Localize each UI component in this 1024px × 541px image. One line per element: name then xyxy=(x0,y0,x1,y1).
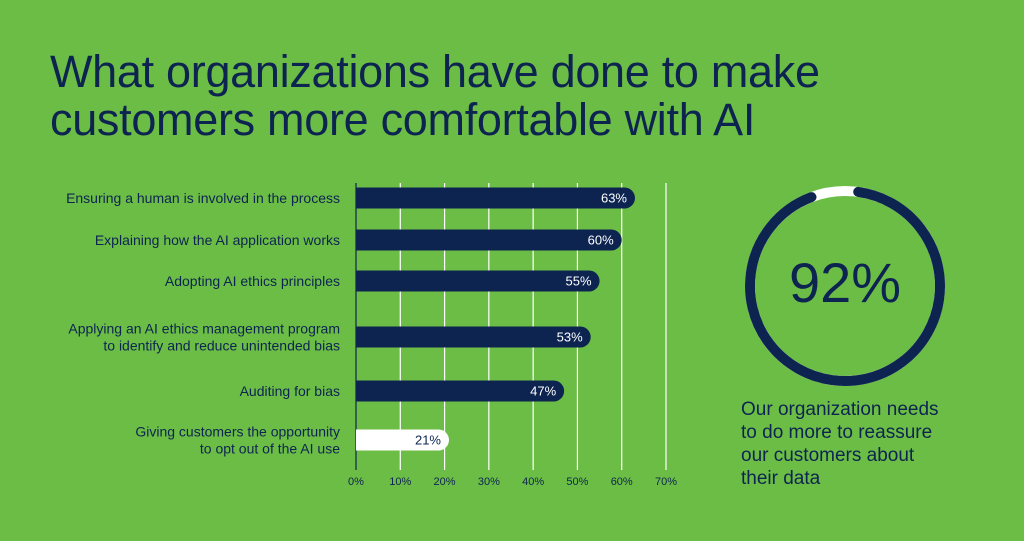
title-line-1: What organizations have done to make xyxy=(50,46,820,97)
bar-chart: 63% 60% 55% 53% 47% 21% Ensuring a human is i… xyxy=(66,183,677,488)
x-tick-label: 70% xyxy=(655,476,677,488)
x-tick-label: 40% xyxy=(522,476,544,488)
stat-caption: Our organization needs to do more to rea… xyxy=(741,398,1001,490)
donut-gauge xyxy=(745,186,945,386)
x-tick-label: 60% xyxy=(611,476,633,488)
stat-caption-line: our customers about xyxy=(741,445,915,466)
bar-value-label: 60% xyxy=(588,233,614,248)
bar xyxy=(356,326,591,348)
category-label: Adopting AI ethics principles xyxy=(165,273,340,289)
bar-value-label: 47% xyxy=(530,384,556,399)
category-label: Explaining how the AI application works xyxy=(95,232,340,248)
chart-bars: 63% 60% 55% 53% 47% 21% xyxy=(356,187,635,451)
category-label: to opt out of the AI use xyxy=(200,441,340,457)
bar xyxy=(356,270,600,292)
page-title: What organizations have done to make cus… xyxy=(50,48,950,144)
chart-x-axis-ticks: 0% 10% 20% 30% 40% 50% 60% 70% xyxy=(348,476,677,488)
bar xyxy=(356,380,565,402)
category-label: Ensuring a human is involved in the proc… xyxy=(66,190,340,206)
category-label: Applying an AI ethics management program xyxy=(68,321,340,337)
bar xyxy=(356,187,635,209)
category-label: Giving customers the opportunity xyxy=(135,424,340,440)
bar xyxy=(356,429,449,451)
x-tick-label: 20% xyxy=(434,476,456,488)
category-label: Auditing for bias xyxy=(240,383,340,399)
bar xyxy=(356,229,622,251)
title-line-2: customers more comfortable with AI xyxy=(50,94,756,145)
x-tick-label: 30% xyxy=(478,476,500,488)
bar-value-label: 53% xyxy=(557,330,583,345)
bar-value-label: 21% xyxy=(415,433,441,448)
stat-caption-line: Our organization needs xyxy=(741,399,939,420)
donut-value-arc xyxy=(745,186,945,386)
stat-caption-line: to do more to reassure xyxy=(741,422,933,443)
category-label: to identify and reduce unintended bias xyxy=(103,338,340,354)
x-tick-label: 0% xyxy=(348,476,364,488)
bar-value-label: 63% xyxy=(601,191,627,206)
chart-category-labels: Ensuring a human is involved in the proc… xyxy=(66,190,340,457)
bar-value-label: 55% xyxy=(566,274,592,289)
x-tick-label: 10% xyxy=(389,476,411,488)
x-tick-label: 50% xyxy=(566,476,588,488)
stat-caption-line: their data xyxy=(741,468,821,489)
stat-value: 92% xyxy=(788,251,902,314)
